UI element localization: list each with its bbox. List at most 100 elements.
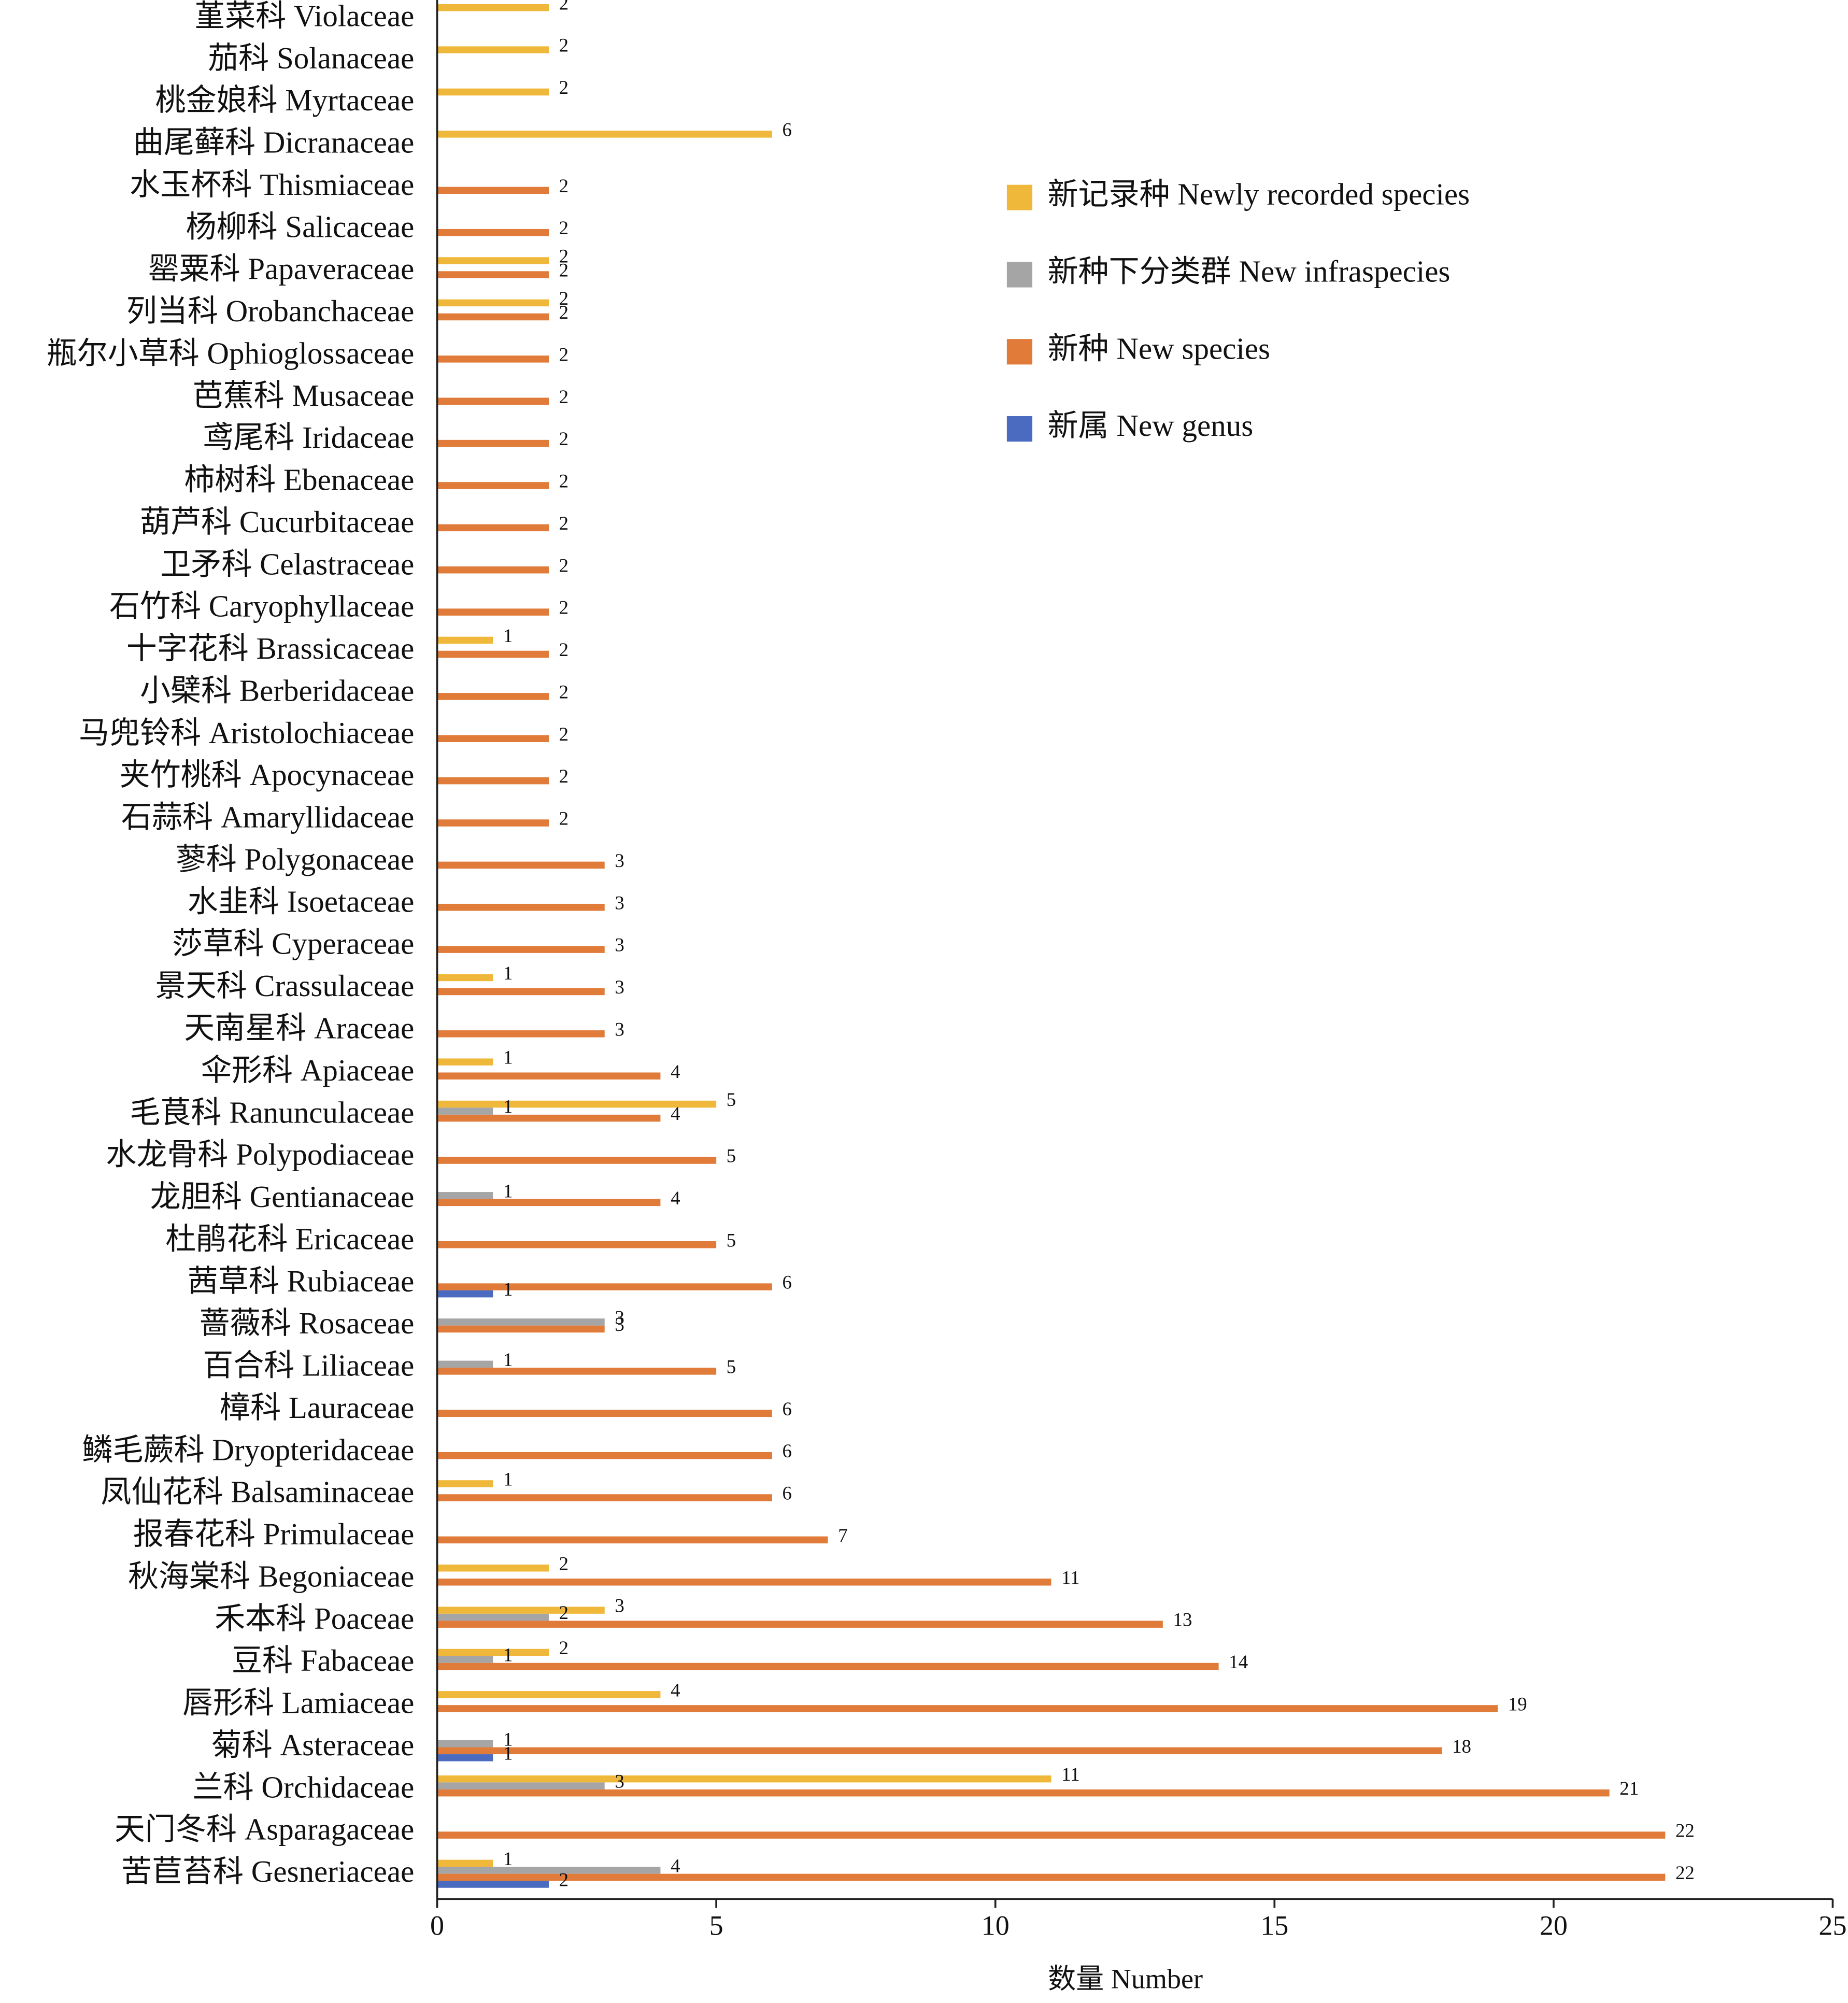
value-label: 2: [559, 513, 568, 534]
y-tick-label: 伞形科 Apiaceae: [201, 1053, 414, 1087]
value-label: 2: [559, 246, 568, 267]
bar: [437, 1114, 661, 1122]
y-tick-label: 鸢尾科 Iridaceae: [203, 420, 414, 454]
value-label: 3: [615, 1314, 624, 1335]
value-label: 4: [671, 1855, 680, 1876]
bar: [437, 131, 772, 138]
bar: [437, 1782, 605, 1789]
value-label: 2: [559, 260, 568, 281]
y-tick-label: 蔷薇科 Rosaceae: [200, 1306, 415, 1340]
y-tick-label: 柿树科 Ebenaceae: [184, 463, 414, 497]
bar: [437, 819, 549, 827]
legend-swatch: [1006, 262, 1033, 288]
bar: [437, 1536, 828, 1544]
y-tick-label: 豆科 Fabaceae: [232, 1643, 414, 1678]
value-label: 1: [503, 1728, 513, 1750]
y-tick-label: 石蒜科 Amaryllidaceae: [121, 800, 414, 834]
bar: [437, 974, 493, 982]
y-tick-label: 报春花科 Primulaceae: [133, 1517, 414, 1551]
y-tick-label: 天门冬科 Asparagaceae: [115, 1812, 414, 1846]
x-tick-label: 20: [1540, 1910, 1568, 1941]
y-tick-label: 天南星科 Araceae: [184, 1011, 414, 1045]
value-label: 2: [559, 344, 568, 365]
bar: [437, 1621, 1163, 1628]
bar: [437, 1649, 549, 1656]
bar: [437, 1100, 717, 1108]
y-tick-label: 禾本科 Poaceae: [215, 1601, 414, 1636]
bar: [437, 397, 549, 405]
value-label: 2: [559, 471, 568, 492]
value-label: 1: [503, 1349, 513, 1370]
bar: [437, 271, 549, 278]
value-label: 1: [503, 1278, 513, 1300]
y-tick-label: 龙胆科 Gentianaceae: [150, 1180, 415, 1214]
value-label: 4: [671, 1679, 680, 1700]
value-label: 1: [503, 962, 513, 984]
y-tick-label: 葫芦科 Cucurbitaceae: [140, 505, 414, 539]
bar: [437, 1656, 493, 1663]
legend-label: 新种下分类群 New infraspecies: [1048, 254, 1451, 289]
bar: [437, 1318, 605, 1326]
value-label: 2: [559, 35, 568, 56]
y-tick-label: 十字花科 Brassicaceae: [126, 631, 415, 665]
y-tick-label: 堇菜科 Violaceae: [194, 0, 414, 33]
value-label: 5: [727, 1089, 736, 1110]
legend-label: 新记录种 Newly recorded species: [1048, 177, 1470, 211]
y-tick-label: 凤仙花科 Balsaminaceae: [101, 1475, 415, 1509]
bar: [437, 1058, 493, 1066]
bar: [437, 299, 549, 307]
value-label: 2: [559, 428, 568, 449]
bar: [437, 650, 549, 658]
x-tick-label: 0: [430, 1910, 444, 1941]
bar: [437, 439, 549, 447]
y-tick-label: 秋海棠科 Begoniaceae: [128, 1559, 414, 1593]
value-label: 2: [559, 597, 568, 618]
bar: [437, 1030, 605, 1038]
value-label: 2: [559, 765, 568, 787]
value-label: 6: [783, 1272, 792, 1293]
value-label: 3: [615, 850, 624, 871]
bar: [437, 1705, 1498, 1712]
value-label: 1: [503, 1742, 513, 1764]
bar: [437, 1881, 549, 1888]
bar: [437, 1410, 772, 1417]
value-label: 2: [559, 1637, 568, 1658]
y-tick-label: 茄科 Solanaceae: [208, 41, 414, 75]
value-label: 1: [503, 1096, 513, 1117]
value-label: 22: [1675, 1820, 1695, 1841]
bar: [437, 1494, 772, 1501]
bar: [437, 187, 549, 194]
bar: [437, 1368, 717, 1375]
value-label: 5: [727, 1356, 736, 1377]
bar: [437, 1192, 493, 1199]
value-label: 3: [615, 892, 624, 913]
bar: [437, 735, 549, 742]
value-label: 6: [783, 1440, 792, 1461]
value-label: 4: [671, 1187, 680, 1209]
y-tick-label: 水韭科 Isoetaceae: [188, 884, 415, 918]
value-label: 5: [727, 1145, 736, 1167]
value-label: 2: [559, 808, 568, 829]
legend-swatch: [1006, 339, 1033, 365]
y-tick-label: 樟科 Lauraceae: [220, 1390, 414, 1425]
x-axis-title: 数量 Number: [1048, 1964, 1203, 1995]
value-label: 1: [503, 625, 513, 646]
value-label: 1: [503, 1848, 513, 1869]
bar: [437, 1199, 661, 1206]
value-label: 21: [1619, 1778, 1639, 1799]
bar: [437, 988, 605, 996]
y-tick-label: 唇形科 Lamiaceae: [182, 1686, 414, 1720]
x-tick-label: 5: [709, 1910, 723, 1941]
bar: [437, 1867, 661, 1874]
bar: [437, 1775, 1051, 1783]
legend-swatch: [1006, 416, 1033, 442]
y-tick-label: 兰科 Orchidaceae: [193, 1770, 415, 1804]
value-label: 4: [671, 1103, 680, 1124]
bar: [437, 903, 605, 911]
bar: [437, 566, 549, 574]
y-tick-label: 马兜铃科 Aristolochiaceae: [79, 716, 414, 750]
value-label: 2: [559, 1602, 568, 1623]
bar: [437, 1613, 549, 1621]
value-label: 2: [559, 1553, 568, 1574]
